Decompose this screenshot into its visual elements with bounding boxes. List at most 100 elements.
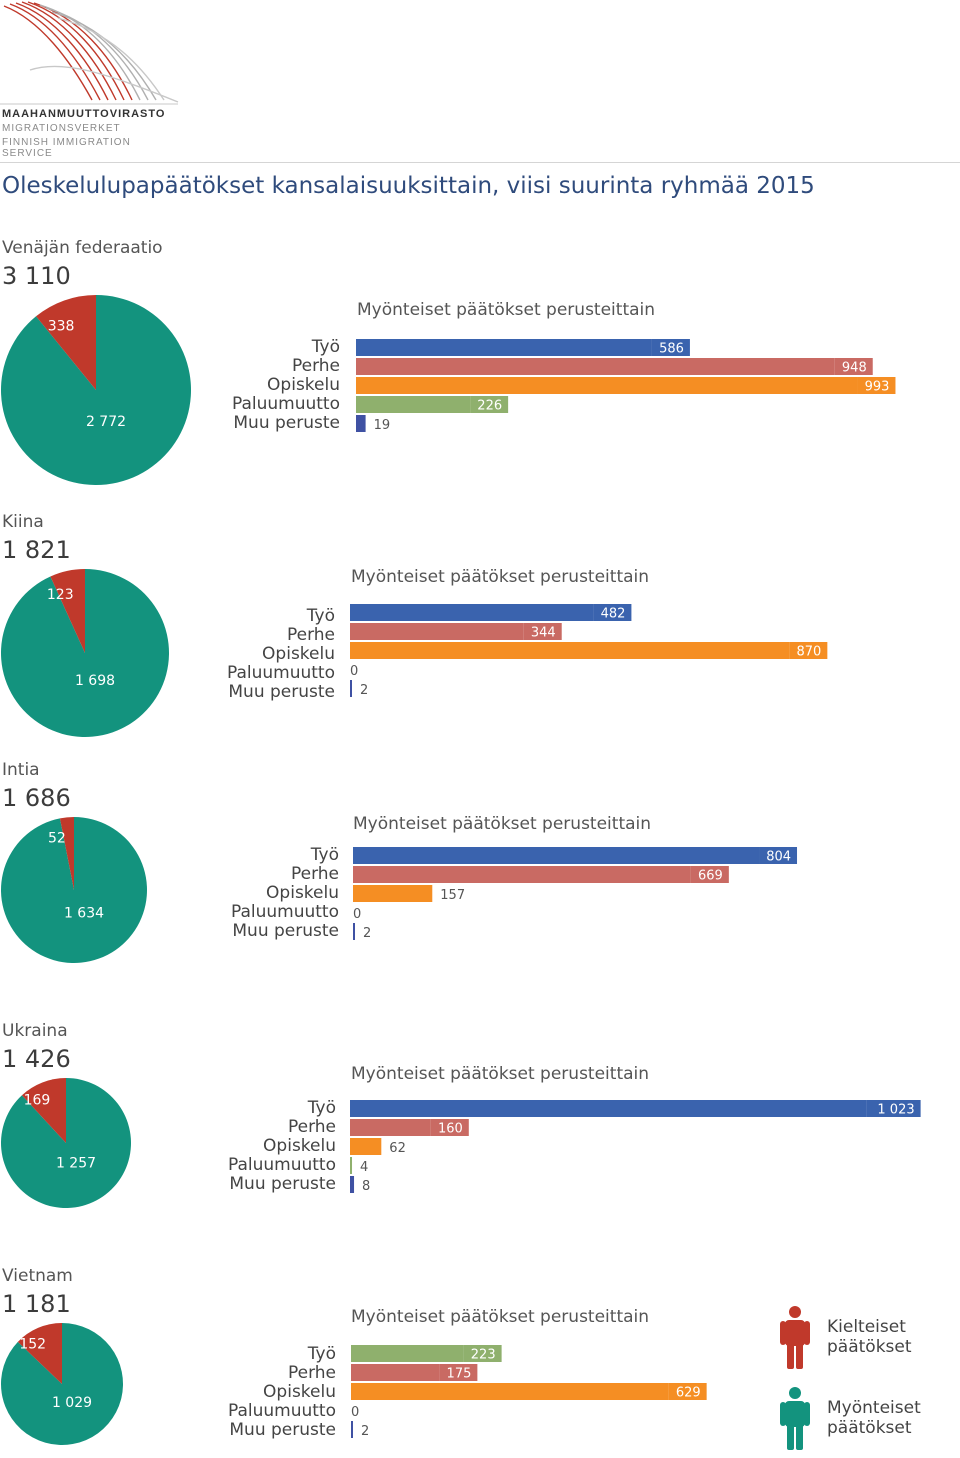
bar-perhe: 160 [350,1119,469,1137]
category-labels: Työ Perhe Opiskelu Paluumuutto Muu perus… [136,1099,336,1194]
bar-label-box [651,339,690,356]
logo-name-en: FINNISH IMMIGRATION SERVICE [2,137,131,159]
bar-paluumuutto: 4 [350,1157,368,1175]
pie-label-myonteiset: 1 029 [52,1395,92,1411]
bar-rect [350,1157,353,1174]
bar-tyo: 804 [353,847,798,865]
category-muu: Muu peruste [229,1174,336,1194]
bar-muu: 2 [351,1421,369,1439]
bar-label-box [430,1119,469,1136]
bar-rect [356,358,835,375]
bar-rect [350,1138,382,1155]
category-opiskelu: Opiskelu [267,375,340,395]
bars-title: Myönteiset päätökset perusteittain [357,300,656,320]
category-labels: Työ Perhe Opiskelu Paluumuutto Muu perus… [135,607,335,702]
page-title: Oleskelulupapäätökset kansalaisuuksittai… [2,173,815,199]
category-muu: Muu peruste [228,682,335,702]
legend-line: Kielteiset [827,1317,906,1337]
bar-value-label: 0 [350,664,358,679]
bar-rect [351,1421,353,1438]
header-divider [0,162,960,163]
bar-value-label: 2 [363,926,371,941]
section-venaja: Venäjän federaatio 3 110 338 2 772 Myönte… [0,238,960,488]
bar-paluumuutto: 0 [350,664,358,679]
bar-opiskelu: 870 [350,642,828,660]
bar-rect [351,1383,669,1400]
bar-muu: 19 [356,415,390,433]
pie-chart: 338 2 772 [1,295,192,485]
category-perhe: Perhe [287,1363,336,1383]
bar-rect [350,1119,431,1136]
bar-rect [351,1364,440,1381]
bar-perhe: 344 [350,623,562,641]
bar-muu: 2 [350,680,368,698]
bar-value-label: 160 [438,1122,463,1137]
bar-rect [356,415,366,432]
bars-title: Myönteiset päätökset perusteittain [351,1307,650,1327]
pie-label-kielteiset: 52 [48,831,66,847]
bar-value-label: 804 [766,850,791,865]
section-intia: Intia 1 686 52 1 634 Myönteiset päätökset… [0,760,960,970]
bar-value-label: 993 [865,380,890,395]
bar-perhe: 669 [353,866,729,884]
category-paluumuutto: Paluumuutto [231,394,340,414]
category-opiskelu: Opiskelu [262,644,335,664]
bar-label-box [463,1345,502,1362]
category-perhe: Perhe [286,625,335,645]
bar-opiskelu: 993 [356,377,896,395]
category-opiskelu: Opiskelu [263,1382,336,1402]
pie-label-kielteiset: 152 [19,1337,46,1353]
bar-value-label: 157 [440,888,465,903]
category-paluumuutto: Paluumuutto [230,902,339,922]
bar-tyo: 586 [356,339,690,357]
bar-label-box [668,1383,707,1400]
category-perhe: Perhe [290,864,339,884]
section-vietnam: Vietnam 1 181 152 1 029 Myönteiset päätök… [0,1266,960,1458]
bar-rect [353,847,760,864]
pie-slice-kielteiset [21,1078,66,1143]
pie-label-myonteiset: 1 634 [64,906,104,922]
pie-slice-kielteiset [36,295,96,390]
bar-value-label: 629 [676,1386,701,1401]
bar-value-label: 669 [698,869,723,884]
pie-chart: 52 1 634 [0,817,147,963]
legend-line: päätökset [827,1337,912,1357]
legend-label: Kielteiset päätökset [827,1317,912,1357]
bar-value-label: 2 [360,683,368,698]
legend-myonteiset: Myönteiset päätökset [780,1386,950,1450]
bar-rect [356,339,652,356]
bar-label-box [834,358,873,375]
legend-kielteiset: Kielteiset päätökset [780,1305,950,1369]
bar-label-box [857,377,896,394]
bar-value-label: 62 [389,1141,406,1156]
bar-chart: 804 669 157 02 [353,847,798,941]
pie-slice-kielteiset [59,817,74,890]
pie-label-kielteiset: 169 [24,1092,51,1108]
bar-label-box [866,1100,921,1117]
bar-opiskelu: 62 [350,1138,406,1156]
bar-tyo: 223 [351,1345,502,1363]
bar-chart: 1 023 160 62 4 8 [350,1100,921,1194]
bars-title: Myönteiset päätökset perusteittain [351,1064,650,1084]
bar-rect [356,377,858,394]
country-total: 3 110 [2,262,71,290]
bar-chart: 586 948 993 226 19 [356,339,896,433]
bar-value-label: 175 [447,1367,472,1382]
category-tyo: Työ [310,845,339,865]
person-red-icon [780,1306,810,1369]
section-kiina: Kiina 1 821 123 1 698 Myönteiset päätökse… [0,512,960,738]
bar-value-label: 19 [374,418,391,433]
bar-rect [350,1176,355,1193]
country-total: 1 181 [2,1290,71,1318]
legend-line: päätökset [827,1418,912,1438]
bar-muu: 2 [353,923,371,941]
pie-label-myonteiset: 1 698 [75,673,115,689]
bar-label-box [690,866,729,883]
logo: MAAHANMUUTTOVIRASTO MIGRATIONSVERKET FIN… [0,0,180,159]
bar-value-label: 948 [842,361,867,376]
category-paluumuutto: Paluumuutto [227,1155,336,1175]
bars-title: Myönteiset päätökset perusteittain [351,567,650,587]
section-ukraina: Ukraina 1 426 169 1 257 Myönteiset päätök… [0,1021,960,1221]
bar-perhe: 175 [351,1364,478,1382]
bar-opiskelu: 629 [351,1383,707,1401]
